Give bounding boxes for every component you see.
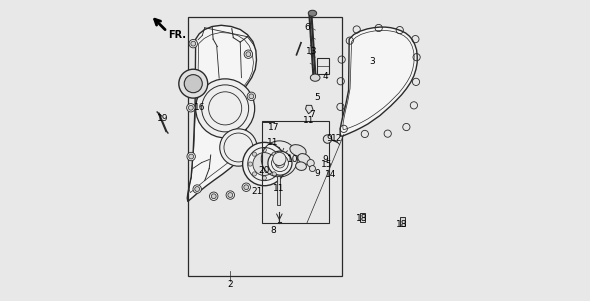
Circle shape <box>189 39 198 48</box>
Text: 21: 21 <box>252 187 263 196</box>
Text: 5: 5 <box>314 93 320 102</box>
Ellipse shape <box>273 152 286 166</box>
Text: 8: 8 <box>270 226 276 235</box>
Bar <box>317 58 329 74</box>
Text: 18: 18 <box>355 214 367 223</box>
Ellipse shape <box>253 153 276 175</box>
Circle shape <box>244 50 253 58</box>
Circle shape <box>253 152 257 156</box>
Ellipse shape <box>179 69 208 98</box>
Text: 10: 10 <box>287 155 299 164</box>
Circle shape <box>272 152 276 156</box>
Circle shape <box>248 156 253 160</box>
Text: 18: 18 <box>396 220 408 229</box>
Circle shape <box>193 185 201 193</box>
Text: 13: 13 <box>306 47 317 56</box>
Text: 4: 4 <box>322 72 328 81</box>
Circle shape <box>276 162 280 166</box>
Circle shape <box>246 154 255 162</box>
Text: 11: 11 <box>273 184 284 193</box>
Circle shape <box>253 172 257 176</box>
Circle shape <box>247 92 255 101</box>
Circle shape <box>242 183 250 191</box>
Ellipse shape <box>268 151 292 175</box>
Text: 12: 12 <box>332 134 343 143</box>
Ellipse shape <box>242 142 286 186</box>
Bar <box>277 176 280 205</box>
Polygon shape <box>340 27 417 136</box>
Circle shape <box>246 52 251 57</box>
Circle shape <box>323 135 332 143</box>
Text: 11: 11 <box>303 116 314 125</box>
Circle shape <box>191 41 196 46</box>
Bar <box>188 17 342 276</box>
Ellipse shape <box>296 162 306 170</box>
Ellipse shape <box>184 75 202 93</box>
Text: 16: 16 <box>194 103 205 112</box>
Circle shape <box>309 166 316 172</box>
Circle shape <box>211 194 216 199</box>
Circle shape <box>244 185 248 190</box>
Circle shape <box>209 192 218 200</box>
Text: 9: 9 <box>314 169 320 178</box>
Circle shape <box>249 94 254 99</box>
Text: 11: 11 <box>267 138 279 147</box>
Circle shape <box>248 162 253 166</box>
Text: 15: 15 <box>321 160 332 169</box>
Ellipse shape <box>275 158 285 168</box>
Text: FR.: FR. <box>168 30 186 40</box>
Text: 2: 2 <box>228 280 233 289</box>
Bar <box>262 121 329 223</box>
Bar <box>400 217 405 226</box>
Circle shape <box>186 104 195 112</box>
Circle shape <box>187 152 195 161</box>
Text: 3: 3 <box>369 57 375 66</box>
Text: 6: 6 <box>304 23 310 32</box>
Circle shape <box>189 154 194 159</box>
Text: 19: 19 <box>157 114 168 123</box>
Bar <box>360 213 365 222</box>
Ellipse shape <box>310 74 320 81</box>
Circle shape <box>272 172 276 176</box>
Text: 14: 14 <box>325 170 336 179</box>
Circle shape <box>228 193 232 197</box>
Ellipse shape <box>308 10 317 16</box>
Circle shape <box>226 191 234 199</box>
Ellipse shape <box>196 79 255 138</box>
Text: 9: 9 <box>327 134 333 143</box>
Text: 20: 20 <box>258 166 270 175</box>
Ellipse shape <box>290 145 306 156</box>
Polygon shape <box>187 25 257 202</box>
Circle shape <box>195 187 199 191</box>
Ellipse shape <box>219 129 257 166</box>
Circle shape <box>262 148 267 152</box>
Circle shape <box>188 105 194 110</box>
Ellipse shape <box>298 154 310 164</box>
Circle shape <box>262 176 267 180</box>
Circle shape <box>307 160 314 167</box>
Text: 9: 9 <box>322 155 328 164</box>
Polygon shape <box>306 105 313 114</box>
Text: 7: 7 <box>310 110 315 119</box>
Text: 17: 17 <box>268 123 280 132</box>
